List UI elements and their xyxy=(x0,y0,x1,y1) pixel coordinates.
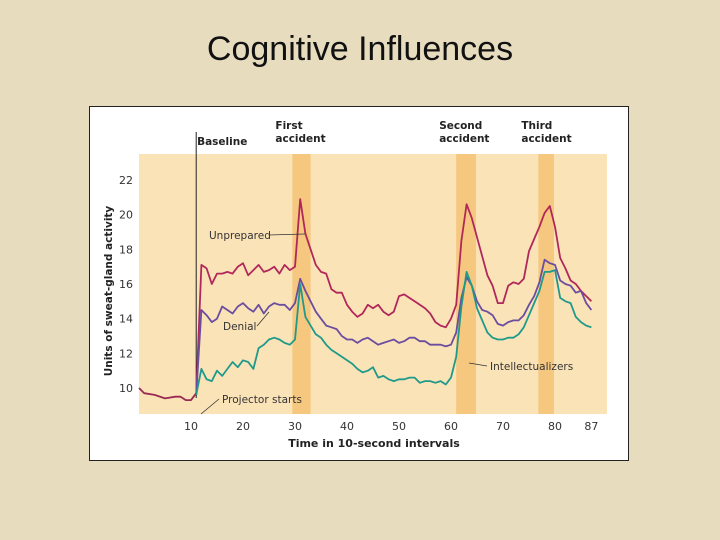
annotation-projector: Projector starts xyxy=(222,394,302,406)
slide-title: Cognitive Influences xyxy=(206,30,514,68)
x-tick-50: 50 xyxy=(392,420,406,433)
x-tick-20: 20 xyxy=(236,420,250,433)
band-label-3-line1: Third xyxy=(521,120,552,132)
band-label-3-line2: accident xyxy=(521,133,571,145)
x-axis-label: Time in 10-second intervals xyxy=(288,437,460,450)
band-label-baseline: Baseline xyxy=(197,136,247,148)
annotation-denial: Denial xyxy=(223,321,256,333)
annotation-leader-2 xyxy=(468,362,488,367)
series-line-intellectualizers xyxy=(195,269,592,396)
annotation-leader-0 xyxy=(268,233,306,236)
x-tick-10: 10 xyxy=(184,420,198,433)
accident-band-2 xyxy=(456,154,476,414)
baseline-series-line xyxy=(138,387,197,402)
y-tick-14: 14 xyxy=(119,313,133,326)
plot-background xyxy=(139,154,607,414)
series-line-unprepared xyxy=(195,198,593,395)
band-label-2-line2: accident xyxy=(439,133,489,145)
band-label-1-line1: First xyxy=(275,120,302,132)
x-tick-87: 87 xyxy=(584,420,598,433)
annotation-intellectualizers: Intellectualizers xyxy=(490,361,573,373)
x-tick-70: 70 xyxy=(496,420,510,433)
x-tick-60: 60 xyxy=(444,420,458,433)
y-tick-12: 12 xyxy=(119,347,133,360)
x-tick-40: 40 xyxy=(340,420,354,433)
y-tick-18: 18 xyxy=(119,243,133,256)
sweat-gland-chart: 10 12 14 16 18 20 22 10 20 30 40 50 60 70 80 87 Units o… xyxy=(103,120,607,450)
y-axis-label: Units of sweat-gland activity xyxy=(103,206,115,377)
annotation-unprepared: Unprepared xyxy=(209,230,271,242)
annotation-leader-3 xyxy=(200,398,220,415)
annotation-leader-1 xyxy=(256,311,270,327)
y-tick-16: 16 xyxy=(119,278,133,291)
x-tick-30: 30 xyxy=(288,420,302,433)
band-label-2-line1: Second xyxy=(439,120,482,132)
y-tick-22: 22 xyxy=(119,174,133,187)
y-tick-20: 20 xyxy=(119,209,133,222)
series-line-denial xyxy=(195,258,593,395)
band-label-1-line2: accident xyxy=(275,133,325,145)
y-tick-10: 10 xyxy=(119,382,133,395)
x-tick-80: 80 xyxy=(548,420,562,433)
